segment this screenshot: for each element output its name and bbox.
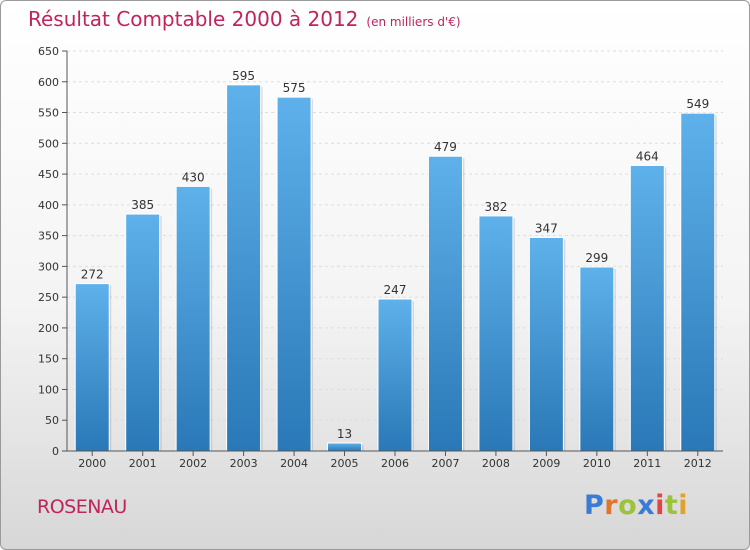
axis-layer: 0 50 100 150 200 250 300 350 400 450 500 550 600 650 2…: [38, 45, 723, 470]
x-tick-label: 2000: [78, 457, 106, 470]
bar: [226, 84, 262, 452]
chart-subtitle: (en milliers d'€): [366, 15, 461, 29]
bar: [377, 298, 413, 452]
title-text: Résultat Comptable 2000 à 2012: [28, 7, 359, 31]
logo-letter: P: [584, 490, 605, 521]
y-tick-label: 550: [38, 107, 59, 120]
y-tick-label: 450: [38, 168, 59, 181]
commune-name: ROSENAU: [37, 496, 127, 518]
logo-letter: o: [618, 490, 638, 521]
bar-value-label: 479: [434, 140, 457, 154]
bar: [327, 442, 363, 452]
bar: [680, 112, 716, 452]
bar-value-label: 347: [535, 221, 558, 235]
x-tick-label: 2010: [583, 457, 611, 470]
y-tick-label: 0: [52, 445, 59, 458]
bar-value-label: 549: [686, 97, 709, 111]
y-tick-label: 600: [38, 76, 59, 89]
x-tick-label: 2006: [381, 457, 409, 470]
bar: [478, 215, 514, 452]
bar-value-label: 382: [484, 200, 507, 214]
x-tick-label: 2001: [129, 457, 157, 470]
x-tick-label: 2003: [230, 457, 258, 470]
bar-value-label: 299: [585, 251, 608, 265]
x-tick-label: 2012: [684, 457, 712, 470]
bar-value-label: 385: [131, 198, 154, 212]
x-tick-label: 2008: [482, 457, 510, 470]
bar-value-label: 247: [384, 283, 407, 297]
bar-value-label: 430: [182, 170, 205, 184]
y-tick-label: 50: [45, 414, 59, 427]
y-tick-label: 500: [38, 137, 59, 150]
y-tick-label: 200: [38, 322, 59, 335]
chart-title: Résultat Comptable 2000 à 2012 (en millie…: [28, 7, 461, 31]
bar: [629, 164, 665, 452]
y-tick-label: 650: [38, 45, 59, 58]
bar-value-label: 464: [636, 149, 659, 163]
y-tick-label: 250: [38, 291, 59, 304]
logo-letter: r: [604, 490, 619, 521]
y-tick-label: 350: [38, 230, 59, 243]
logo-letter: x: [637, 490, 656, 521]
bar-value-label: 595: [232, 69, 255, 83]
bar: [74, 283, 110, 452]
bar: [528, 236, 564, 452]
bar-value-label: 575: [283, 81, 306, 95]
bar: [175, 185, 211, 452]
bar: [276, 96, 312, 452]
bar: [125, 213, 161, 452]
bar: [427, 155, 463, 452]
y-tick-label: 400: [38, 199, 59, 212]
proxiti-logo: Proxiti: [584, 490, 688, 521]
x-tick-label: 2007: [431, 457, 459, 470]
logo-letter: i: [678, 490, 689, 521]
logo-letter: i: [655, 490, 665, 521]
x-tick-label: 2004: [280, 457, 308, 470]
y-tick-label: 100: [38, 383, 59, 396]
bars-layer: 272 385 430 595 575 13 247 479 382 347 299 464 549: [74, 69, 717, 452]
x-tick-label: 2005: [331, 457, 359, 470]
logo-letter: t: [664, 490, 679, 521]
bar-value-label: 13: [337, 427, 352, 441]
x-tick-label: 2009: [532, 457, 560, 470]
y-tick-label: 300: [38, 260, 59, 273]
x-tick-label: 2011: [633, 457, 661, 470]
x-tick-label: 2002: [179, 457, 207, 470]
bar-value-label: 272: [81, 268, 104, 282]
y-tick-label: 150: [38, 353, 59, 366]
bar: [579, 266, 615, 452]
